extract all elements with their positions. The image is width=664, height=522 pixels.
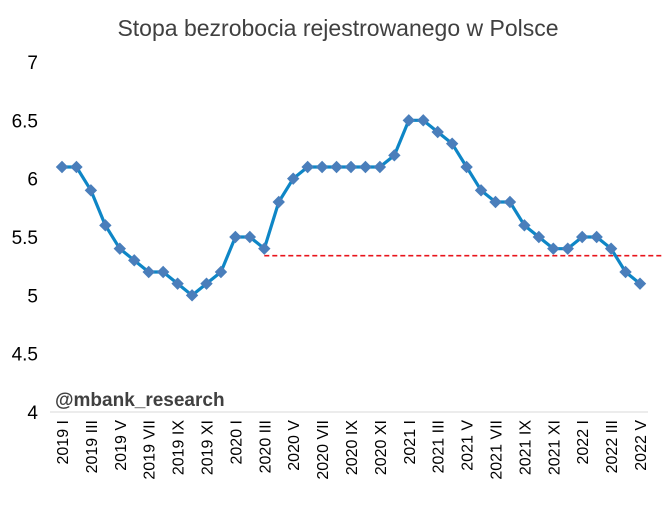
- data-point: [229, 230, 242, 244]
- data-point: [156, 265, 170, 279]
- x-tick-label: 2020 IX: [344, 420, 361, 475]
- y-tick-label: 5: [27, 286, 38, 307]
- y-tick-label: 7: [27, 53, 38, 74]
- data-point: [315, 160, 329, 174]
- x-tick-label: 2019 III: [84, 420, 101, 473]
- data-point: [590, 230, 603, 244]
- x-tick-label: 2021 XI: [546, 420, 563, 475]
- x-tick-label: 2020 I: [228, 420, 245, 464]
- data-point: [402, 114, 415, 127]
- x-tick-label: 2020 III: [257, 420, 274, 473]
- data-point: [619, 265, 632, 279]
- y-axis: 4 4.5 5 5.5 6 6.5 7: [12, 53, 39, 424]
- x-tick-label: 2022 III: [604, 420, 621, 473]
- y-tick-label: 4: [27, 403, 38, 424]
- data-point: [287, 172, 300, 185]
- data-point: [373, 160, 387, 174]
- x-tick-label: 2019 I: [55, 420, 72, 464]
- x-tick-label: 2021 I: [402, 420, 419, 464]
- x-axis: 2019 I 2019 III 2019 V 2019 VII 2019 IX 2019 …: [55, 420, 650, 480]
- data-point: [214, 265, 228, 279]
- data-point: [99, 219, 112, 232]
- data-point: [200, 277, 213, 290]
- data-point: [171, 277, 184, 290]
- data-point: [113, 242, 126, 255]
- data-point: [243, 230, 257, 244]
- data-point: [70, 160, 83, 174]
- series-layer: [55, 114, 647, 302]
- x-tick-label: 2021 IX: [517, 420, 534, 475]
- x-tick-label: 2021 VII: [489, 420, 506, 480]
- data-point: [128, 254, 141, 267]
- data-point: [344, 160, 358, 174]
- x-tick-label: 2022 I: [575, 420, 592, 464]
- data-point: [185, 289, 199, 302]
- data-point: [272, 195, 285, 209]
- y-tick-label: 5.5: [12, 228, 38, 249]
- x-tick-label: 2022 V: [633, 420, 650, 471]
- chart-title: Stopa bezrobocia rejestrowanego w Polsce: [117, 15, 558, 41]
- data-point: [474, 184, 488, 197]
- data-point: [518, 219, 531, 232]
- x-tick-label: 2021 III: [431, 420, 448, 473]
- data-point: [561, 242, 574, 255]
- data-point: [359, 160, 372, 174]
- x-tick-label: 2020 XI: [373, 420, 390, 475]
- data-point: [604, 242, 618, 255]
- data-point: [55, 160, 69, 174]
- data-point: [460, 160, 473, 174]
- y-tick-label: 6.5: [12, 111, 38, 132]
- x-tick-label: 2020 VII: [315, 420, 332, 480]
- data-point: [388, 149, 401, 162]
- data-point: [489, 195, 502, 209]
- x-tick-label: 2019 V: [113, 420, 130, 471]
- data-point: [258, 242, 271, 255]
- data-point: [330, 160, 343, 174]
- data-point: [301, 160, 314, 174]
- data-point: [431, 125, 444, 139]
- x-tick-label: 2020 V: [286, 420, 303, 471]
- data-point: [547, 242, 560, 255]
- data-point: [532, 230, 546, 244]
- data-point: [576, 230, 589, 244]
- y-tick-label: 4.5: [12, 345, 38, 366]
- x-tick-label: 2019 XI: [200, 420, 217, 475]
- data-point: [633, 277, 647, 290]
- data-point: [503, 195, 517, 209]
- x-tick-label: 2019 IX: [171, 420, 188, 475]
- x-tick-label: 2019 VII: [142, 420, 159, 480]
- x-tick-label: 2021 V: [460, 420, 477, 471]
- data-point: [142, 265, 155, 279]
- watermark: @mbank_research: [55, 390, 225, 411]
- y-tick-label: 6: [27, 170, 38, 191]
- data-point: [84, 184, 98, 197]
- data-point: [417, 114, 430, 127]
- data-point: [445, 137, 459, 150]
